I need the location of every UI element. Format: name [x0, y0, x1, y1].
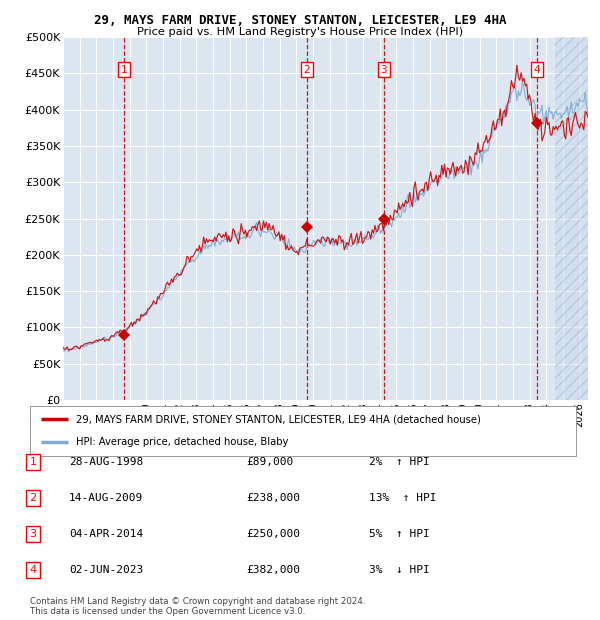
Text: £89,000: £89,000	[246, 457, 293, 467]
Text: 3: 3	[29, 529, 37, 539]
Text: 2: 2	[304, 65, 310, 75]
Text: Contains HM Land Registry data © Crown copyright and database right 2024.: Contains HM Land Registry data © Crown c…	[30, 597, 365, 606]
Text: 14-AUG-2009: 14-AUG-2009	[69, 493, 143, 503]
Text: £238,000: £238,000	[246, 493, 300, 503]
Text: Price paid vs. HM Land Registry's House Price Index (HPI): Price paid vs. HM Land Registry's House …	[137, 27, 463, 37]
Text: 13%  ↑ HPI: 13% ↑ HPI	[369, 493, 437, 503]
Text: 29, MAYS FARM DRIVE, STONEY STANTON, LEICESTER, LE9 4HA: 29, MAYS FARM DRIVE, STONEY STANTON, LEI…	[94, 14, 506, 27]
Text: 02-JUN-2023: 02-JUN-2023	[69, 565, 143, 575]
Text: 04-APR-2014: 04-APR-2014	[69, 529, 143, 539]
Bar	[554, 37, 588, 400]
Text: 28-AUG-1998: 28-AUG-1998	[69, 457, 143, 467]
Text: 1: 1	[29, 457, 37, 467]
Text: 2: 2	[29, 493, 37, 503]
Text: 4: 4	[29, 565, 37, 575]
Text: 2%  ↑ HPI: 2% ↑ HPI	[369, 457, 430, 467]
Text: £382,000: £382,000	[246, 565, 300, 575]
Text: 29, MAYS FARM DRIVE, STONEY STANTON, LEICESTER, LE9 4HA (detached house): 29, MAYS FARM DRIVE, STONEY STANTON, LEI…	[76, 415, 481, 425]
Text: £250,000: £250,000	[246, 529, 300, 539]
Text: 1: 1	[121, 65, 127, 75]
Text: 3: 3	[380, 65, 387, 75]
Text: This data is licensed under the Open Government Licence v3.0.: This data is licensed under the Open Gov…	[30, 607, 305, 616]
Text: 5%  ↑ HPI: 5% ↑ HPI	[369, 529, 430, 539]
Text: 4: 4	[533, 65, 540, 75]
Text: HPI: Average price, detached house, Blaby: HPI: Average price, detached house, Blab…	[76, 437, 289, 447]
Text: 3%  ↓ HPI: 3% ↓ HPI	[369, 565, 430, 575]
